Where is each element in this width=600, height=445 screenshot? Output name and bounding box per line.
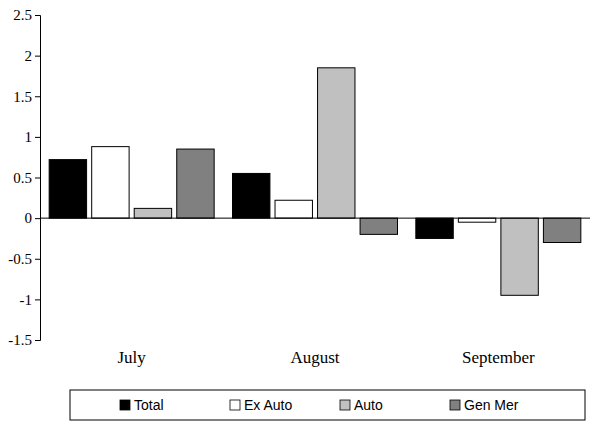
- bar: [92, 147, 129, 219]
- legend-label: Total: [134, 397, 164, 413]
- tick: 0: [25, 210, 41, 226]
- tick: September: [462, 348, 535, 367]
- tick-label: August: [290, 348, 339, 367]
- tick-mark: [35, 137, 40, 138]
- tick-mark: [35, 96, 40, 97]
- chart: -1.5 -1 -0.5 0 0.5 1 1.5 2 2.5 July August Septembe…: [0, 0, 600, 445]
- legend-swatch: [230, 400, 240, 410]
- tick-mark: [35, 178, 40, 179]
- x-axis: July August September: [117, 348, 535, 367]
- legend-label: Auto: [354, 397, 383, 413]
- tick: -1.5: [8, 332, 40, 348]
- tick: 1.5: [13, 89, 40, 105]
- bar: [134, 208, 171, 218]
- legend-item: Gen Mer: [450, 397, 519, 413]
- bar: [416, 218, 453, 238]
- bar: [177, 149, 214, 218]
- tick-mark: [35, 56, 40, 57]
- axis-line: [35, 16, 41, 341]
- tick-label: 2.5: [13, 7, 32, 23]
- tick: 2: [25, 48, 41, 64]
- tick: 0.5: [13, 170, 40, 186]
- tick-label: 1.5: [13, 89, 32, 105]
- tick-label: 1: [25, 129, 33, 145]
- legend-label: Gen Mer: [464, 397, 519, 413]
- tick: July: [117, 348, 146, 367]
- y-axis: -1.5 -1 -0.5 0 0.5 1 1.5 2 2.5: [8, 7, 40, 348]
- legend-swatch: [120, 400, 130, 410]
- legend: Total Ex Auto Auto Gen Mer: [70, 390, 585, 420]
- zero-line: [40, 218, 590, 219]
- tick-label: July: [117, 348, 146, 367]
- legend-swatch: [450, 400, 460, 410]
- legend-box: [70, 390, 585, 420]
- tick: August: [290, 348, 339, 367]
- legend-swatch: [340, 400, 350, 410]
- tick-mark: [35, 15, 40, 16]
- tick-label: 0.5: [13, 170, 32, 186]
- series: [92, 147, 496, 223]
- bar: [458, 218, 495, 222]
- bar: [501, 218, 538, 295]
- bar: [543, 218, 580, 242]
- tick-mark: [35, 259, 40, 260]
- tick-label: -1.5: [8, 332, 32, 348]
- tick: -1: [20, 292, 41, 308]
- bar: [318, 68, 355, 218]
- series: [177, 149, 581, 242]
- tick-label: September: [462, 348, 535, 367]
- tick-label: 0: [25, 210, 33, 226]
- tick: -0.5: [8, 251, 40, 267]
- tick-label: 2: [25, 48, 33, 64]
- bars: [49, 68, 581, 296]
- series: [134, 68, 538, 296]
- bar: [233, 173, 270, 218]
- legend-item: Auto: [340, 397, 383, 413]
- plot: -1.5 -1 -0.5 0 0.5 1 1.5 2 2.5 July August Septembe…: [8, 7, 590, 367]
- tick-mark: [35, 218, 40, 219]
- tick: 2.5: [13, 7, 40, 23]
- bar: [275, 200, 312, 218]
- legend-item: Ex Auto: [230, 397, 292, 413]
- bar: [49, 160, 86, 219]
- legend-item: Total: [120, 397, 164, 413]
- tick-label: -0.5: [8, 251, 32, 267]
- tick-label: -1: [20, 292, 33, 308]
- tick-mark: [35, 299, 40, 300]
- tick: 1: [25, 129, 41, 145]
- bar: [360, 218, 397, 234]
- tick-mark: [35, 340, 40, 341]
- legend-label: Ex Auto: [244, 397, 292, 413]
